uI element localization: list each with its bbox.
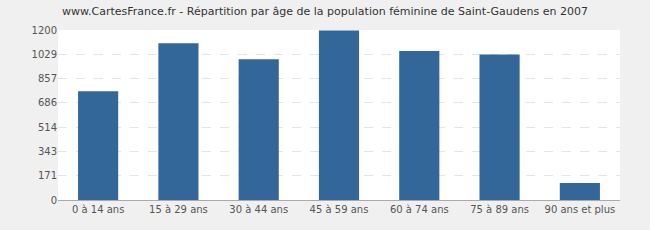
svg-text:171: 171 <box>38 170 57 181</box>
svg-text:90 ans et plus: 90 ans et plus <box>545 204 616 215</box>
svg-text:60 à 74 ans: 60 à 74 ans <box>390 204 449 215</box>
svg-text:1029: 1029 <box>32 49 57 60</box>
svg-text:30 à 44 ans: 30 à 44 ans <box>229 204 288 215</box>
svg-text:514: 514 <box>38 122 57 133</box>
svg-text:15 à 29 ans: 15 à 29 ans <box>149 204 208 215</box>
svg-text:857: 857 <box>38 73 57 84</box>
svg-text:www.CartesFrance.fr - Répartit: www.CartesFrance.fr - Répartition par âg… <box>62 5 588 18</box>
svg-text:0 à 14 ans: 0 à 14 ans <box>72 204 124 215</box>
svg-text:343: 343 <box>38 146 57 157</box>
svg-text:686: 686 <box>38 97 57 108</box>
svg-text:75 à 89 ans: 75 à 89 ans <box>470 204 529 215</box>
svg-text:45 à 59 ans: 45 à 59 ans <box>310 204 369 215</box>
svg-text:0: 0 <box>51 195 57 206</box>
svg-text:1200: 1200 <box>32 25 57 36</box>
